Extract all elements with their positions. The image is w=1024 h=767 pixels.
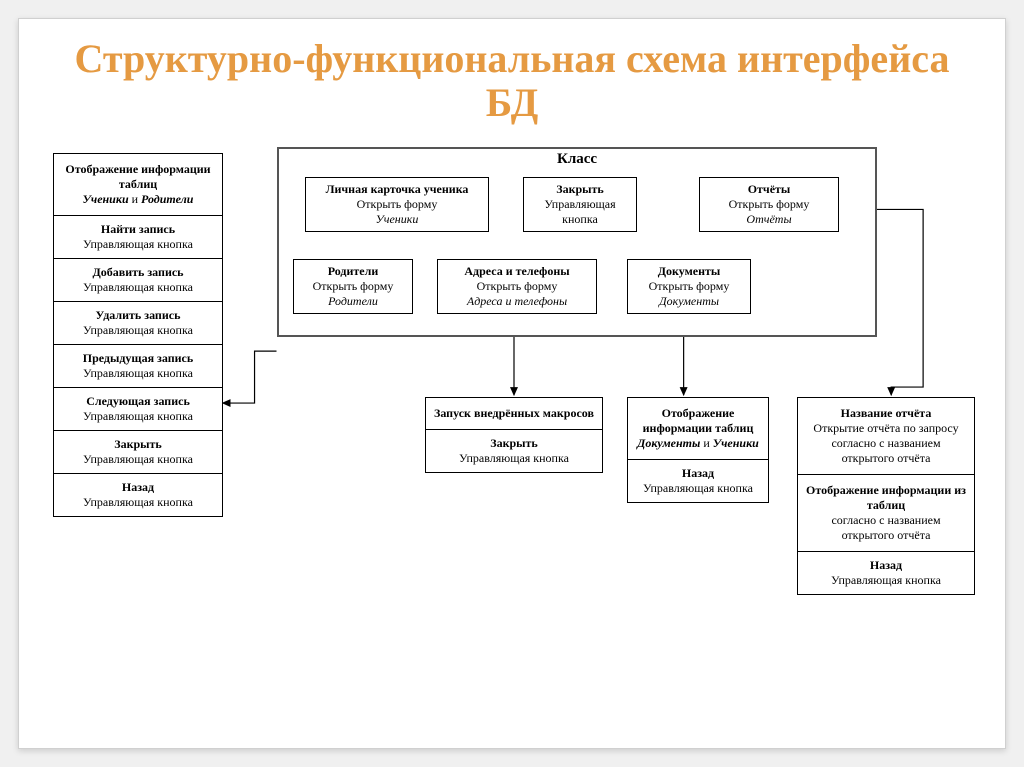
left-panel-row-1: Найти запись Управляющая кнопка — [54, 216, 222, 259]
class-container-title: Класс — [279, 149, 875, 168]
class-row1-box-1: Закрыть Управляющая кнопка — [523, 177, 637, 232]
class-row2-box-2: Документы Открыть форму Документы — [627, 259, 751, 314]
left-panel: Отображение информации таблиц Ученики и … — [53, 153, 223, 517]
bottom-center-right-panel: Отображение информации таблиц Документы … — [627, 397, 769, 503]
br-row-2: Назад Управляющая кнопка — [798, 552, 974, 594]
br-row-1: Отображение информации из таблиц согласн… — [798, 475, 974, 552]
class-row1-box-0: Личная карточка ученика Открыть форму Уч… — [305, 177, 489, 232]
left-panel-row-2: Добавить запись Управляющая кнопка — [54, 259, 222, 302]
slide: Структурно-функциональная схема интерфей… — [18, 18, 1006, 749]
slide-title: Структурно-функциональная схема интерфей… — [45, 37, 979, 125]
left-panel-row-4: Предыдущая запись Управляющая кнопка — [54, 345, 222, 388]
bcl-row-1: Закрыть Управляющая кнопка — [426, 430, 602, 472]
left-panel-row-5: Следующая запись Управляющая кнопка — [54, 388, 222, 431]
bcl-row-0: Запуск внедрённых макросов — [426, 398, 602, 430]
class-container: Класс Личная карточка ученика Открыть фо… — [277, 147, 877, 337]
bottom-right-panel: Название отчёта Открытие отчёта по запро… — [797, 397, 975, 595]
bcr-row-1: Назад Управляющая кнопка — [628, 460, 768, 502]
left-panel-row-6: Закрыть Управляющая кнопка — [54, 431, 222, 474]
br-row-0: Название отчёта Открытие отчёта по запро… — [798, 398, 974, 475]
diagram-canvas: Отображение информации таблиц Ученики и … — [45, 141, 979, 711]
left-panel-row-3: Удалить запись Управляющая кнопка — [54, 302, 222, 345]
left-panel-row-0: Отображение информации таблиц Ученики и … — [54, 154, 222, 216]
class-row1-box-2: Отчёты Открыть форму Отчёты — [699, 177, 839, 232]
class-row2-box-1: Адреса и телефоны Открыть форму Адреса и… — [437, 259, 597, 314]
bcr-row-0: Отображение информации таблиц Документы … — [628, 398, 768, 460]
left-panel-row-7: Назад Управляющая кнопка — [54, 474, 222, 516]
bottom-center-left-panel: Запуск внедрённых макросов Закрыть Управ… — [425, 397, 603, 473]
class-row2-box-0: Родители Открыть форму Родители — [293, 259, 413, 314]
